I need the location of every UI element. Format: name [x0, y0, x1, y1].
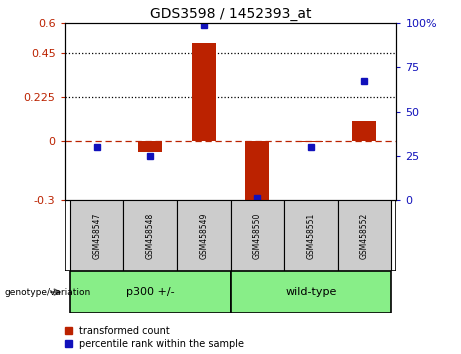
Text: GSM458547: GSM458547 [92, 212, 101, 259]
Legend: transformed count, percentile rank within the sample: transformed count, percentile rank withi… [65, 326, 244, 349]
Bar [138, 141, 162, 152]
Bar [299, 141, 323, 142]
Text: GSM458549: GSM458549 [199, 212, 208, 259]
Text: wild-type: wild-type [285, 287, 337, 297]
Bar [352, 121, 376, 141]
Text: GSM458551: GSM458551 [306, 212, 315, 258]
Bar [230, 200, 284, 271]
Bar [230, 271, 391, 313]
Bar [245, 141, 269, 200]
Bar [70, 271, 230, 313]
Text: genotype/variation: genotype/variation [5, 287, 91, 297]
Title: GDS3598 / 1452393_at: GDS3598 / 1452393_at [150, 7, 311, 21]
Text: GSM458550: GSM458550 [253, 212, 262, 259]
Bar [124, 200, 177, 271]
Bar [70, 200, 124, 271]
Bar [177, 200, 230, 271]
Text: p300 +/-: p300 +/- [126, 287, 175, 297]
Bar [337, 200, 391, 271]
Bar [192, 43, 216, 141]
Bar [284, 200, 337, 271]
Text: GSM458552: GSM458552 [360, 212, 369, 258]
Text: GSM458548: GSM458548 [146, 212, 155, 258]
